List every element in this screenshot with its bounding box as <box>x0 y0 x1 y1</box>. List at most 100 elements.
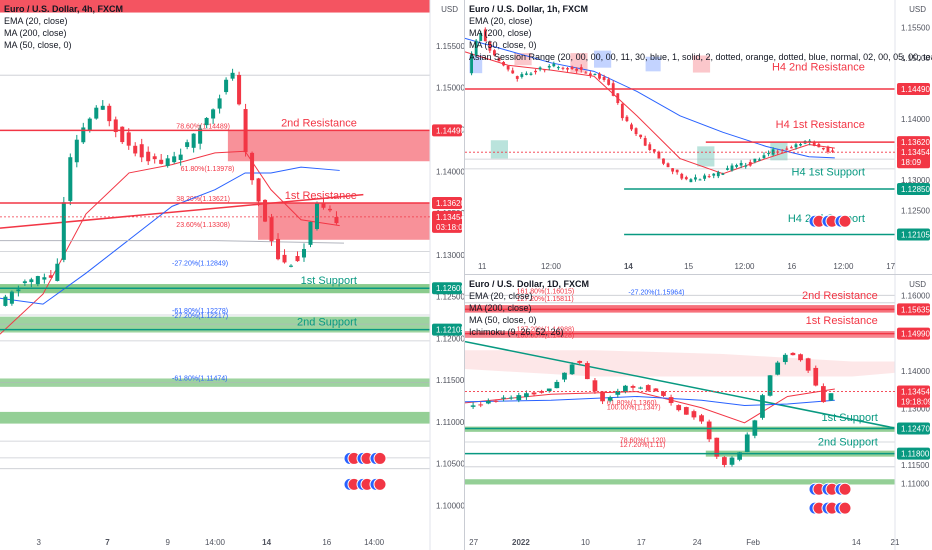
chart-canvas[interactable]: 78.60%(1.14489) 61.80%(1.13978) 38.20%(1.1… <box>0 0 464 550</box>
fib-label: 100.00%(1.14828) <box>517 332 575 339</box>
chart-panel-1d[interactable]: 161.80%(1.16015) 127.20%(1.15811) -27.20%(… <box>465 275 932 550</box>
candle-body <box>620 103 624 119</box>
candle-body <box>308 221 313 245</box>
chart-title: Euro / U.S. Dollar, 4h, FXCM <box>4 4 124 14</box>
price-axis <box>895 275 932 550</box>
candle-body <box>569 364 575 375</box>
chart-panel-4h[interactable]: 78.60%(1.14489) 61.80%(1.13978) 38.20%(1.1… <box>0 0 464 550</box>
candle-body <box>630 124 633 130</box>
candle-body <box>301 249 307 258</box>
candle-body <box>593 73 597 75</box>
chart-panel-1h[interactable]: H4 2nd Resistance H4 1st Resistance H4 1st… <box>465 0 932 274</box>
candle-body <box>3 296 8 306</box>
moving-average-line <box>465 388 835 424</box>
candle-body <box>546 388 552 392</box>
candle-body <box>531 392 537 395</box>
chart-canvas[interactable]: 161.80%(1.16015)127.20%(1.15811) -27.20%(… <box>465 275 932 550</box>
candle-body <box>577 360 583 363</box>
candle-body <box>675 169 679 173</box>
x-tick-label: 9 <box>165 538 170 547</box>
fib-label: -27.20%(1.12849) <box>172 260 228 267</box>
level-price-tag-text: 1.12105 <box>436 326 464 335</box>
session-box <box>697 146 715 167</box>
candle-body <box>789 147 793 149</box>
candle-body <box>794 144 798 148</box>
y-tick-label: 1.11000 <box>901 480 930 489</box>
y-tick-label: 1.15000 <box>436 84 464 93</box>
level-price-tag <box>432 197 462 210</box>
candle-body <box>712 173 716 176</box>
currency-flag-icon <box>834 214 852 228</box>
candle-body <box>561 67 565 69</box>
candle-body <box>602 76 606 80</box>
candle-body <box>707 176 711 178</box>
candle-body <box>113 119 118 133</box>
candle-body <box>698 179 702 181</box>
candle-body <box>722 457 727 465</box>
candle-body <box>87 118 92 131</box>
candle-body <box>539 391 544 393</box>
countdown-text: 18:09 <box>901 158 922 167</box>
x-tick-label: 14:00 <box>205 538 226 547</box>
candle-body <box>615 390 621 395</box>
fib-label: 61.80%(1.1360) <box>607 400 657 407</box>
currency-flag-icon <box>369 477 387 491</box>
panel-divider-horizontal[interactable] <box>465 274 932 275</box>
level-price-tag <box>432 282 462 295</box>
level-price-tag <box>897 303 930 316</box>
zone-box <box>465 331 895 338</box>
currency-flag-icon <box>369 451 387 465</box>
indicator-label: Ichimoku (9, 26, 52, 26) <box>469 327 564 337</box>
candle-body <box>653 388 659 392</box>
candle-body <box>652 149 656 152</box>
candle-body <box>470 53 474 74</box>
candle-body <box>321 203 326 208</box>
candle-body <box>554 381 560 389</box>
chart-legend: Euro / U.S. Dollar, 4h, FXCM EMA (20, clo… <box>4 3 123 51</box>
candle-body <box>607 397 613 401</box>
candle-body <box>826 146 830 152</box>
fib-label: -27.20%(1.15964) <box>628 289 684 296</box>
indicator-label: EMA (20, close) <box>469 291 533 301</box>
candle-body <box>748 162 752 166</box>
candle-body <box>684 177 688 180</box>
indicator-label: MA (50, close, 0) <box>469 315 537 325</box>
zone-box <box>227 130 430 162</box>
candle-body <box>584 363 590 380</box>
fib-label: 127.20%(1.15811) <box>517 296 574 303</box>
candle-body <box>178 154 183 160</box>
candle-body <box>74 139 79 163</box>
level-label: 1st Resistance <box>806 315 878 327</box>
level-price-tag-text: 1.12850 <box>901 185 930 194</box>
candle-body <box>703 175 707 179</box>
candle-body <box>757 159 761 161</box>
current-price-text: 1.13454 <box>436 213 464 222</box>
candle-body <box>556 67 560 69</box>
candle-body <box>575 68 579 71</box>
x-tick-label: 14 <box>624 262 633 271</box>
candle-body <box>29 279 34 283</box>
candle-body <box>817 144 821 148</box>
candle-body <box>744 165 748 167</box>
session-box <box>490 140 508 159</box>
candle-body <box>133 145 138 154</box>
candle-body <box>579 67 583 70</box>
panel-divider-vertical[interactable] <box>464 0 465 550</box>
chart-canvas[interactable]: H4 2nd Resistance H4 1st Resistance H4 1st… <box>465 0 932 274</box>
candle-body <box>159 159 164 164</box>
candle-body <box>61 202 66 260</box>
y-tick-label: 1.15500 <box>901 23 930 32</box>
fib-label: 100.00%(1.1347) <box>607 405 661 412</box>
level-price-tag <box>897 422 930 435</box>
candle-body <box>821 147 825 150</box>
y-tick-label: 1.13000 <box>436 251 464 260</box>
y-tick-label: 1.13000 <box>901 405 930 414</box>
level-label: 1st Support <box>822 412 878 424</box>
candle-body <box>9 291 14 304</box>
candle-body <box>497 58 501 62</box>
candle-body <box>488 41 492 51</box>
candle-body <box>634 128 638 135</box>
candle-body <box>683 407 689 415</box>
indicator-label: EMA (20, close) <box>469 16 533 26</box>
